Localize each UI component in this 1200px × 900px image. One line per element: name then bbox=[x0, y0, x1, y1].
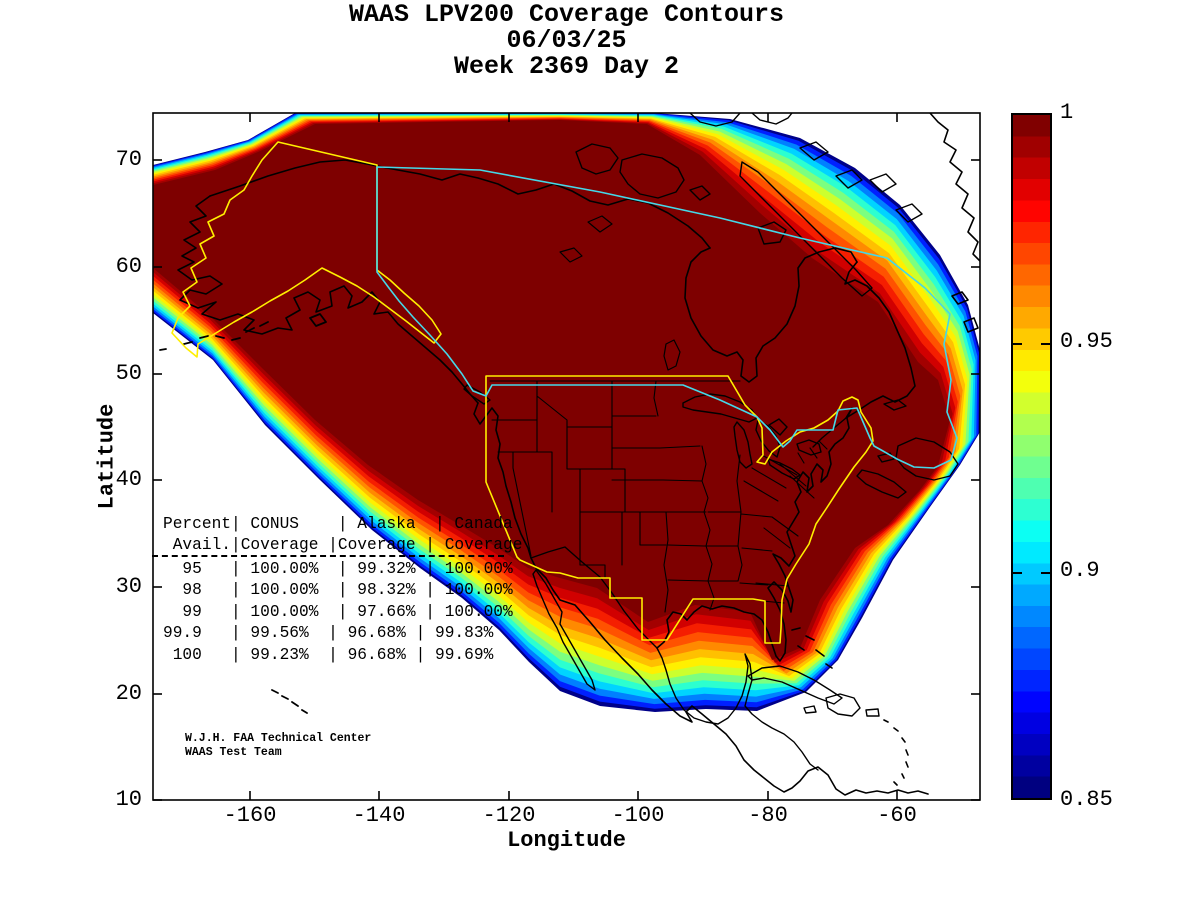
y-tick-label: 40 bbox=[115, 467, 142, 492]
st-lawrence bbox=[812, 417, 847, 448]
small-islands bbox=[791, 627, 909, 786]
colorbar-tick-mark bbox=[1041, 343, 1050, 345]
caribbean-islands bbox=[747, 665, 880, 717]
coverage-table-header: Percent| CONUS | Alaska | Canada Avail.|… bbox=[163, 515, 523, 555]
y-tick-label: 50 bbox=[115, 361, 142, 386]
x-tick-label: -100 bbox=[611, 803, 665, 828]
y-tick-label: 10 bbox=[115, 787, 142, 812]
x-tick-label: -80 bbox=[748, 803, 788, 828]
labrador-coast bbox=[844, 261, 916, 419]
credit-line-1: W.J.H. FAA Technical Center bbox=[185, 732, 372, 745]
y-axis-label: Latitude bbox=[94, 403, 120, 510]
conus-service-volume-outline bbox=[485, 375, 874, 644]
coastline-gulf-east bbox=[656, 407, 853, 662]
island-chains bbox=[159, 313, 327, 714]
y-tick-label: 70 bbox=[115, 147, 142, 172]
great-lakes bbox=[682, 393, 822, 480]
coastline-alaska bbox=[177, 195, 479, 404]
colorbar-tick-label: 1 bbox=[1060, 100, 1074, 125]
credit-line-2: WAAS Test Team bbox=[185, 746, 282, 759]
x-tick-label: -160 bbox=[223, 803, 277, 828]
hudson-bay bbox=[684, 247, 858, 383]
interior-lakes bbox=[559, 215, 681, 371]
y-tick-label: 60 bbox=[115, 254, 142, 279]
x-tick-label: -140 bbox=[352, 803, 406, 828]
vancouver-island bbox=[463, 384, 491, 405]
colorbar-tick-label: 0.9 bbox=[1060, 558, 1100, 583]
coverage-table-separator bbox=[152, 555, 504, 557]
canada-boundary-outline bbox=[376, 166, 958, 469]
colorbar-tick-label: 0.95 bbox=[1060, 329, 1113, 354]
chart-title: WAAS LPV200 Coverage Contours bbox=[348, 0, 785, 29]
x-tick-label: -120 bbox=[482, 803, 536, 828]
colorbar-tick-mark bbox=[1041, 572, 1050, 574]
colorbar-tick-mark bbox=[1013, 572, 1022, 574]
chart-week-day: Week 2369 Day 2 bbox=[453, 52, 680, 81]
x-axis-label: Longitude bbox=[507, 828, 626, 853]
contour-fill bbox=[153, 113, 980, 712]
us-mexico-border bbox=[530, 546, 658, 649]
state-boundaries bbox=[489, 380, 828, 613]
baja-california bbox=[532, 569, 596, 691]
colorbar-tick-label: 0.85 bbox=[1060, 787, 1113, 812]
greenland-coast bbox=[929, 113, 980, 333]
y-tick-label: 30 bbox=[115, 574, 142, 599]
chart-date: 06/03/25 bbox=[506, 26, 627, 55]
arctic-islands bbox=[575, 113, 923, 297]
alaska-service-volume-outline bbox=[171, 141, 442, 358]
coastline-pacific bbox=[473, 402, 929, 796]
plot-frame bbox=[152, 112, 981, 801]
maritime-islands bbox=[856, 399, 959, 499]
x-tick-label: -60 bbox=[877, 803, 917, 828]
y-tick-label: 20 bbox=[115, 681, 142, 706]
colorbar bbox=[1011, 113, 1052, 800]
colorbar-tick-mark bbox=[1013, 343, 1022, 345]
coverage-table-rows: 95 | 100.00% | 99.32% | 100.00% 98 | 100… bbox=[163, 560, 513, 664]
coastline-yucatan bbox=[656, 647, 819, 771]
